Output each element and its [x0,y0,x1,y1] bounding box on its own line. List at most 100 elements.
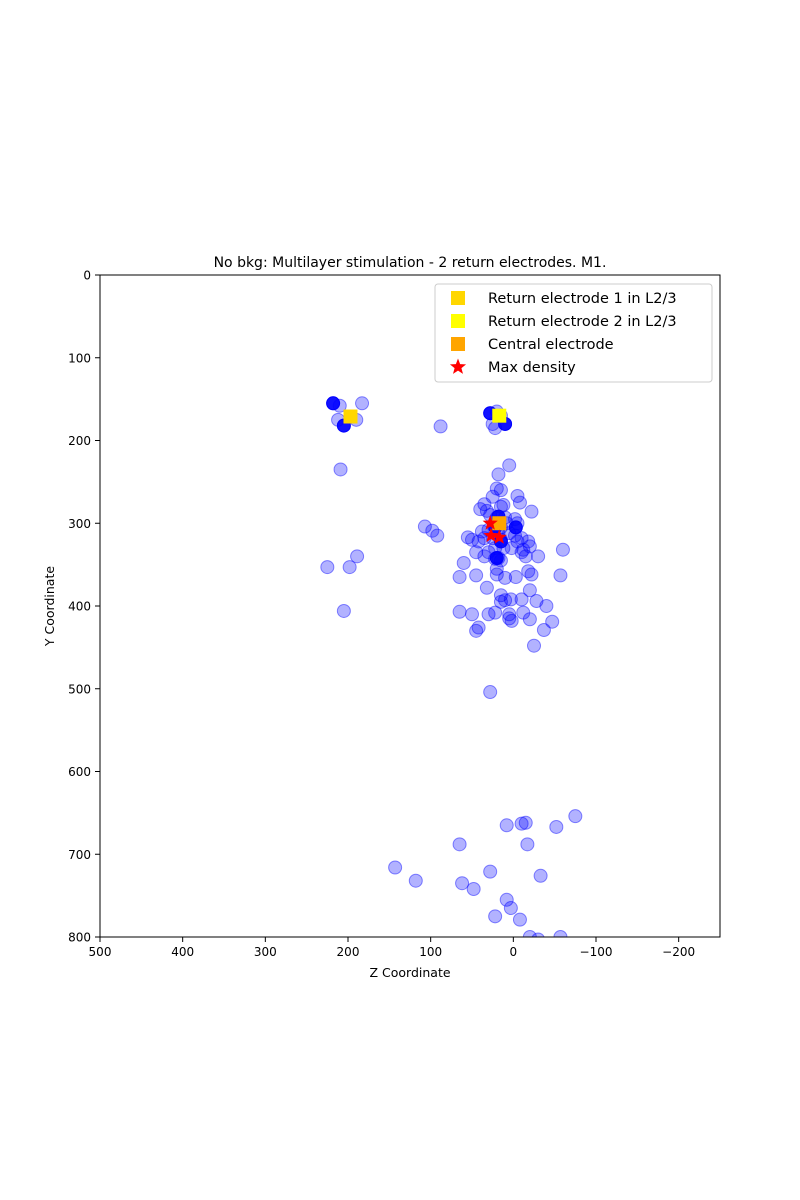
x-tick-label: 300 [254,945,277,959]
cell-point-0-55 [521,534,536,549]
cell-point-0-117 [533,868,548,883]
cell-point-0-31 [477,497,492,512]
cell-point-0-114 [483,864,498,879]
cell-point-0-32 [473,502,488,517]
cell-point-0-107 [518,815,533,830]
y-tick-label: 700 [68,848,91,862]
cell-point-0-15 [342,560,357,575]
cell-point-0-65 [518,549,533,564]
electrode-marker-3 [492,408,507,423]
cell-point-0-113 [408,873,423,888]
legend-swatch [449,358,467,374]
x-tick-label: 100 [419,945,442,959]
cell-point-0-62 [469,545,484,560]
cell-point-0-94 [465,607,479,622]
cell-point-0-115 [455,876,470,891]
legend-label: Return electrode 1 in L2/3 [488,291,677,307]
electrode-marker-2 [343,409,358,424]
legend-swatch [451,291,465,305]
y-tick-label: 0 [83,269,91,283]
cell-point-0-108 [514,816,529,831]
y-tick-label: 400 [68,600,91,614]
y-axis-label: Y Coordinate [42,566,57,647]
cell-point-0-104 [483,685,498,700]
cell-point-0-21 [502,458,517,473]
cell-point-0-91 [488,605,503,620]
cell-point-0-100 [502,611,517,626]
cell-point-0-43 [474,524,489,539]
cell-point-0-82 [522,583,537,598]
cell-point-0-121 [488,909,503,924]
legend: Return electrode 1 in L2/3 Return electro… [434,283,713,383]
legend-label: Max density [488,360,576,376]
cell-point-0-56 [522,539,537,554]
cell-point-0-96 [545,614,560,629]
cell-point-0-50 [471,534,486,549]
ticks-layer: 500 400 300 200 100 0 −100 −200 0 100 200 300 400 500… [68,269,695,960]
cell-point-0-74 [508,570,523,585]
cell-point-0-19 [425,523,440,538]
cell-point-0-23 [489,481,504,496]
x-axis-label: Z Coordinate [369,965,450,980]
y-tick-label: 500 [68,682,91,696]
legend-swatch [451,314,465,328]
legend-label: Central electrode [488,337,614,353]
cell-point-0-26 [510,488,525,503]
cell-point-0-109 [520,837,535,852]
cell-point-0-78 [498,570,513,585]
electrode-marker-4 [492,516,507,531]
cell-point-0-123 [531,932,545,937]
cell-point-0-54 [510,534,525,549]
y-tick-label: 200 [68,434,91,448]
cell-point-0-122 [522,930,537,937]
cell-point-0-70 [555,542,570,557]
max-density-star-1 [483,527,499,543]
x-tick-label: 500 [89,945,112,959]
cell-point-0-111 [452,837,467,852]
cell-point-0-71 [456,555,471,570]
x-tick-label: 400 [171,945,194,959]
chart-title: No bkg: Multilayer stimulation - 2 retur… [214,255,607,271]
cell-point-0-20 [430,528,445,543]
cell-point-0-95 [452,604,467,619]
cell-point-1-6 [508,520,523,535]
cell-point-0-85 [503,592,518,607]
cell-point-0-99 [527,638,541,653]
cell-point-0-92 [481,607,496,622]
cell-point-0-89 [539,599,554,613]
cell-point-0-13 [333,462,348,477]
cell-point-0-18 [417,519,432,534]
y-tick-label: 600 [68,765,91,779]
legend-box [434,283,713,383]
cell-point-0-86 [493,594,508,609]
cell-point-0-24 [493,483,508,498]
cell-point-0-93 [502,607,517,622]
cell-point-0-14 [320,560,335,575]
cell-point-0-4 [355,396,370,411]
cell-point-0-102 [471,620,486,635]
max-density-star-0 [482,515,498,530]
cell-point-0-66 [531,549,546,564]
cell-point-0-25 [485,489,500,504]
cell-point-0-103 [469,623,484,638]
cell-point-0-64 [514,545,529,560]
cell-point-0-84 [498,593,513,608]
cell-point-0-12 [433,419,448,434]
x-tick-label: 0 [510,945,518,959]
y-tick-label: 300 [68,517,91,531]
cell-point-0-124 [553,930,568,937]
cell-point-0-120 [512,912,527,927]
cell-point-0-27 [512,495,527,510]
cell-point-0-97 [522,612,537,627]
cell-point-1-0 [326,396,341,411]
cell-point-0-81 [479,580,494,595]
data-layer [320,396,583,937]
cell-point-0-17 [336,603,351,618]
cell-point-0-57 [516,542,531,557]
cell-point-0-22 [491,467,506,482]
cell-point-0-87 [514,592,529,607]
cell-point-0-79 [469,568,484,583]
y-tick-label: 800 [68,931,91,945]
cell-point-0-28 [524,504,539,519]
